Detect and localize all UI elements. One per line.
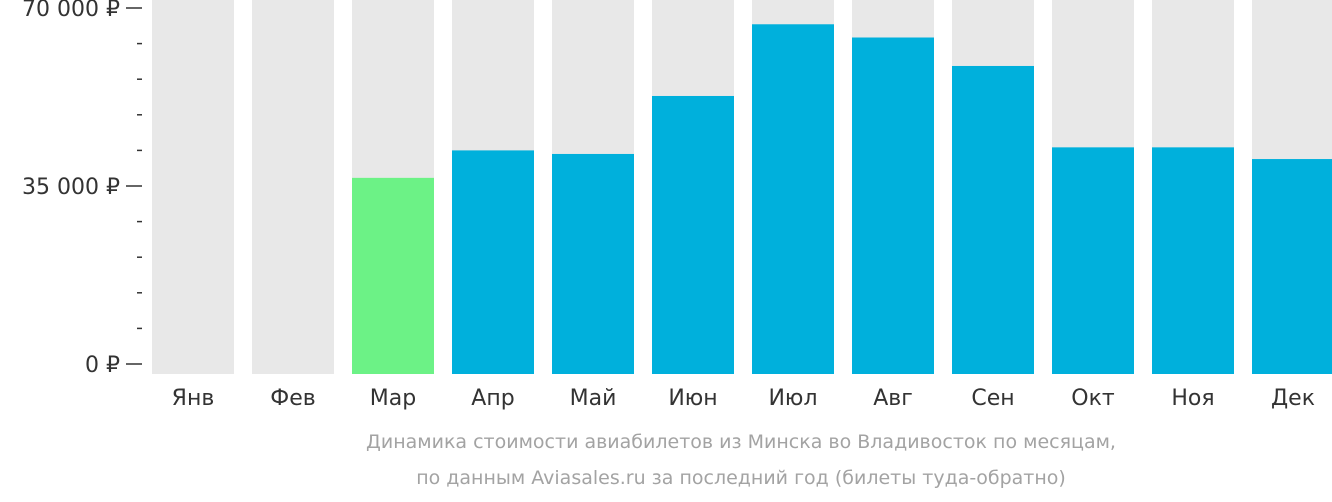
y-tick-label-2: 35 000 ₽	[22, 175, 120, 200]
category-label-11: Ноя	[1171, 386, 1214, 411]
category-label-1: Янв	[172, 386, 215, 411]
category-label-9: Сен	[971, 386, 1014, 411]
category-label-10: Окт	[1071, 386, 1115, 411]
category-label-3: Мар	[370, 386, 416, 411]
bar-8	[852, 37, 934, 375]
category-label-7: Июл	[768, 386, 817, 411]
x-axis-labels: Янв Фев Мар Апр Май Июн Июл Авг Сен Окт Ноя Дек	[172, 386, 1315, 411]
bar-7	[752, 24, 834, 374]
chart-caption-line-1: Динамика стоимости авиабилетов из Минска…	[366, 431, 1116, 453]
y-axis: 0 ₽ 35 000 ₽ 70 000 ₽	[22, 0, 142, 378]
bar-6	[652, 95, 734, 375]
chart-caption-line-2: по данным Aviasales.ru за последний год …	[416, 467, 1066, 489]
category-label-8: Авг	[873, 386, 913, 411]
y-tick-label-3: 70 000 ₽	[22, 0, 120, 22]
category-label-2: Фев	[270, 386, 315, 411]
category-label-12: Дек	[1271, 386, 1315, 411]
bar-3	[352, 177, 434, 374]
category-label-4: Апр	[471, 386, 514, 411]
category-label-5: Май	[570, 386, 617, 411]
bar-5	[552, 153, 634, 374]
category-label-6: Июн	[668, 386, 717, 411]
bar-12	[1252, 159, 1332, 374]
bar-10	[1052, 147, 1134, 374]
bar-11	[1152, 147, 1234, 374]
bar-4	[452, 150, 534, 374]
background-bar-2	[252, 0, 334, 374]
y-tick-label-1: 0 ₽	[85, 353, 120, 378]
bar-9	[952, 65, 1034, 374]
value-bars	[352, 24, 1332, 375]
background-bar-1	[152, 0, 234, 374]
